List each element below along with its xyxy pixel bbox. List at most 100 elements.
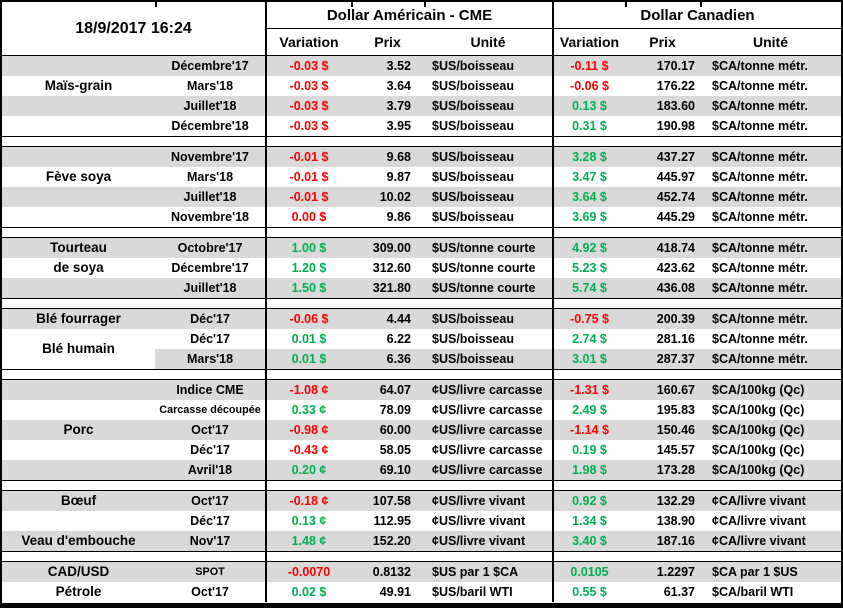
ca-price-cell: 423.62: [656, 261, 695, 275]
month-cell: Oct'17: [155, 420, 267, 440]
us-variation-cell: 0.33 ¢: [291, 403, 327, 417]
us-variation-cell: -0.43 ¢: [289, 443, 329, 457]
table-row: Mars'18 -0.01 $ 9.87 $US/boisseau 3.47 $ 445.…: [2, 167, 841, 187]
ca-price-cell: 132.29: [656, 494, 695, 508]
month-cell: Juillet'18: [155, 187, 267, 207]
section-gap: [2, 137, 841, 146]
ca-unit-cell: $CA/baril WTI: [712, 585, 794, 599]
commodity-label: CAD/USD: [47, 564, 110, 579]
us-variation-cell: -0.03 $: [289, 59, 329, 73]
section-gap: [2, 552, 841, 561]
us-price-cell: 3.95: [386, 119, 411, 133]
table-row: Octobre'17 1.00 $ 309.00 $US/tonne courte 4.…: [2, 238, 841, 258]
ca-price-cell: 418.74: [656, 241, 695, 255]
table-row: Oct'17 -0.98 ¢ 60.00 ¢US/livre carcasse -1.1…: [2, 420, 841, 440]
us-unit-cell: $US/boisseau: [424, 187, 554, 207]
us-variation-cell: -0.03 $: [289, 119, 329, 133]
commodity-label: Tourteau de soya: [50, 240, 107, 275]
us-unit-cell: $US/tonne courte: [424, 238, 554, 258]
us-unit-cell: $US par 1 $CA: [424, 562, 554, 582]
month-cell: Indice CME: [155, 380, 267, 400]
ca-price-cell: 187.16: [656, 534, 695, 548]
commodity-label: Porc: [63, 422, 94, 437]
ca-price-cell: 176.22: [656, 79, 695, 93]
us-variation-cell: 1.50 $: [291, 281, 327, 295]
ca-unit-cell: $CA/100kg (Qc): [712, 463, 805, 477]
us-variation-cell: -0.01 $: [289, 150, 329, 164]
table-row: Novembre'17 -0.01 $ 9.68 $US/boisseau 3.28 $…: [2, 147, 841, 167]
ca-price-cell: 160.67: [656, 383, 695, 397]
ca-unit-cell: $CA/tonne métr.: [712, 59, 808, 73]
us-variation-cell: 1.00 $: [291, 241, 327, 255]
month-cell: Octobre'17: [155, 238, 267, 258]
ca-price-cell: 437.27: [656, 150, 695, 164]
ca-price-cell: 150.46: [656, 423, 695, 437]
col-header-ca-variation: Variation: [559, 34, 620, 50]
table-row: Déc'17 -0.06 $ 4.44 $US/boisseau -0.75 $ 200.…: [2, 309, 841, 329]
ca-price-cell: 190.98: [656, 119, 695, 133]
us-variation-cell: 0.13 ¢: [291, 514, 327, 528]
ca-variation-cell: -0.06 $: [570, 79, 609, 93]
ca-variation-cell: 3.01 $: [572, 352, 607, 366]
month-cell: Mars'18: [155, 76, 267, 96]
month-cell: Déc'17: [155, 511, 267, 531]
ca-variation-cell: 0.0105: [570, 565, 609, 579]
ca-unit-cell: $CA/tonne métr.: [712, 210, 808, 224]
commodity-label: Pétrole: [55, 584, 102, 599]
ca-variation-cell: 3.28 $: [572, 150, 607, 164]
us-unit-cell: ¢US/livre carcasse: [424, 420, 554, 440]
ca-variation-cell: 2.74 $: [572, 332, 607, 346]
ca-variation-cell: 0.19 $: [572, 443, 607, 457]
table-row: Décembre'17 -0.03 $ 3.52 $US/boisseau -0.11 …: [2, 56, 841, 76]
us-price-cell: 64.07: [379, 383, 411, 397]
us-variation-cell: -0.06 $: [289, 312, 329, 326]
us-unit-cell: ¢US/livre carcasse: [424, 460, 554, 480]
section-gap: [2, 228, 841, 237]
us-unit-cell: $US/boisseau: [424, 56, 554, 76]
commodity-cell: [2, 400, 155, 420]
us-price-cell: 9.86: [386, 210, 411, 224]
us-price-cell: 6.36: [386, 352, 411, 366]
ca-variation-cell: -0.75 $: [570, 312, 609, 326]
us-variation-cell: 0.20 ¢: [291, 463, 327, 477]
ca-variation-cell: 3.69 $: [572, 210, 607, 224]
us-unit-cell: $US/boisseau: [424, 309, 554, 329]
ca-variation-cell: 3.64 $: [572, 190, 607, 204]
us-unit-cell: $US/tonne courte: [424, 278, 554, 298]
us-variation-cell: -0.18 ¢: [289, 494, 329, 508]
commodity-label: Blé humain: [2, 329, 155, 369]
cad-group-header: Dollar Canadien: [554, 2, 841, 29]
commodity-label: Veau d'embouche: [21, 533, 136, 548]
commodity-cell: [2, 207, 155, 227]
ca-unit-cell: $CA/tonne métr.: [712, 312, 808, 326]
month-cell: Déc'17: [155, 309, 267, 329]
table-row: Juillet'18 1.50 $ 321.80 $US/tonne courte 5.…: [2, 278, 841, 298]
ca-price-cell: 170.17: [656, 59, 695, 73]
commodity-cell: [2, 380, 155, 400]
ca-variation-cell: 3.47 $: [572, 170, 607, 184]
us-unit-cell: $US/baril WTI: [424, 582, 554, 602]
us-variation-cell: 0.01 $: [291, 332, 327, 346]
ca-price-cell: 281.16: [656, 332, 695, 346]
table-row: Mars'18 -0.03 $ 3.64 $US/boisseau -0.06 $ 176…: [2, 76, 841, 96]
commodity-label: Maïs-grain: [44, 78, 113, 93]
table-row: Mars'18 0.01 $ 6.36 $US/boisseau 3.01 $ 287.3…: [2, 349, 841, 369]
us-variation-cell: 0.01 $: [291, 352, 327, 366]
us-variation-cell: -0.01 $: [289, 170, 329, 184]
col-header-ca-unite: Unité: [753, 34, 788, 50]
us-price-cell: 10.02: [379, 190, 411, 204]
ca-variation-cell: 1.34 $: [572, 514, 607, 528]
ca-unit-cell: $CA/tonne métr.: [712, 352, 808, 366]
ca-variation-cell: 5.74 $: [572, 281, 607, 295]
table-row: Oct'17 0.02 $ 49.91 $US/baril WTI 0.55 $ 61.3…: [2, 582, 841, 602]
ca-variation-cell: 5.23 $: [572, 261, 607, 275]
us-price-cell: 309.00: [372, 241, 411, 255]
ca-unit-cell: $CA/tonne métr.: [712, 241, 808, 255]
col-header-ca-prix: Prix: [649, 34, 676, 50]
us-variation-cell: -0.03 $: [289, 99, 329, 113]
ca-unit-cell: $CA/tonne métr.: [712, 99, 808, 113]
table-header: 18/9/2017 16:24 Dollar Américain - CME D…: [2, 2, 841, 55]
grid-tick: [700, 2, 702, 7]
us-unit-cell: $US/tonne courte: [424, 258, 554, 278]
